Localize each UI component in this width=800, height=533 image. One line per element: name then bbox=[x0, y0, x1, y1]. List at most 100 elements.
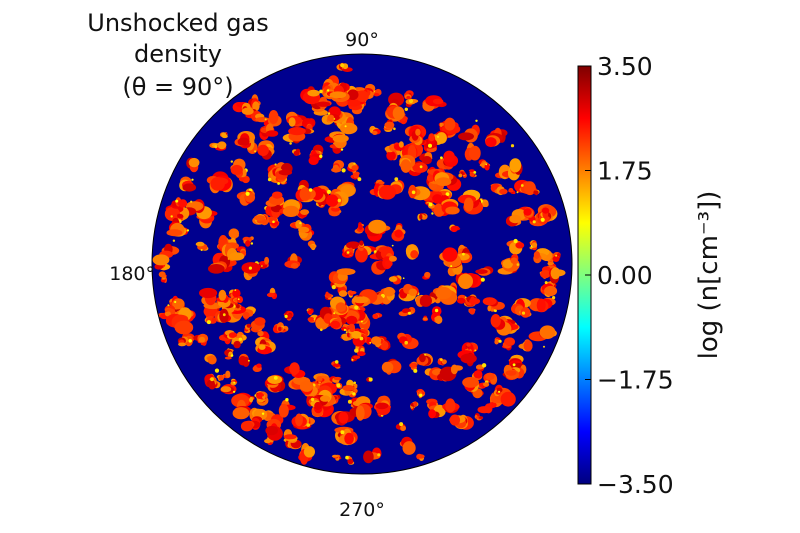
clump-blob bbox=[409, 362, 417, 368]
clump-speck bbox=[340, 63, 345, 68]
clump-speck bbox=[360, 320, 363, 323]
clump-blob bbox=[307, 310, 313, 315]
gas-clump bbox=[485, 127, 515, 148]
clump-speck bbox=[233, 390, 236, 393]
clump-blob bbox=[228, 228, 240, 239]
gas-clump bbox=[404, 90, 414, 100]
clump-blob bbox=[353, 355, 361, 360]
clump-speck bbox=[462, 252, 465, 256]
gas-clump bbox=[417, 213, 428, 221]
clump-speck bbox=[346, 251, 350, 254]
clump-blob bbox=[502, 259, 513, 269]
clump-blob bbox=[264, 256, 270, 265]
gas-clump bbox=[298, 223, 315, 241]
clump-blob bbox=[237, 137, 250, 146]
gas-clump bbox=[422, 271, 431, 280]
gas-clump bbox=[487, 305, 497, 313]
clump-blob bbox=[254, 215, 266, 221]
clump-blob bbox=[178, 342, 187, 347]
clump-speck bbox=[345, 331, 348, 334]
clump-blob bbox=[340, 122, 358, 135]
clump-blob bbox=[241, 107, 254, 115]
clump-blob bbox=[242, 356, 250, 367]
gas-clump bbox=[431, 306, 443, 324]
clump-speck bbox=[188, 339, 192, 343]
gas-clump bbox=[242, 236, 254, 247]
clump-blob bbox=[478, 416, 484, 419]
gas-clump bbox=[206, 377, 218, 390]
clump-blob bbox=[295, 148, 301, 154]
clump-blob bbox=[288, 117, 296, 127]
clump-speck bbox=[250, 242, 254, 245]
clump-blob bbox=[357, 351, 366, 357]
clump-blob bbox=[351, 165, 359, 171]
gas-clump bbox=[366, 377, 373, 382]
gas-clump bbox=[391, 223, 406, 242]
clump-blob bbox=[496, 387, 503, 393]
gas-clump bbox=[450, 364, 463, 375]
gas-clump bbox=[410, 401, 419, 411]
gas-clump bbox=[249, 394, 257, 403]
clump-speck bbox=[424, 353, 426, 356]
clump-blob bbox=[295, 413, 303, 427]
clump-blob bbox=[366, 338, 372, 345]
clump-blob bbox=[383, 286, 395, 297]
clump-blob bbox=[288, 127, 306, 136]
clump-blob bbox=[266, 292, 275, 298]
clump-blob bbox=[375, 402, 389, 410]
gas-clump bbox=[343, 323, 356, 334]
clump-blob bbox=[256, 363, 262, 368]
gas-clump bbox=[423, 133, 438, 153]
clump-blob bbox=[421, 156, 432, 165]
clump-blob bbox=[299, 187, 311, 202]
clump-speck bbox=[473, 171, 477, 174]
gas-clump bbox=[252, 363, 262, 373]
angle-label-top: 90° bbox=[345, 29, 379, 51]
gas-clump bbox=[547, 261, 555, 267]
clump-blob bbox=[355, 247, 368, 263]
chart-title-line-1: Unshocked gas bbox=[87, 9, 269, 37]
clump-blob bbox=[347, 99, 361, 107]
gas-clump bbox=[457, 294, 467, 304]
clump-blob bbox=[490, 314, 501, 328]
gas-clump bbox=[528, 325, 557, 348]
clump-blob bbox=[550, 267, 561, 280]
gas-clump bbox=[416, 388, 426, 399]
gas-clump bbox=[295, 179, 316, 203]
colorbar-tick-label: 3.50 bbox=[597, 52, 653, 81]
gas-clump bbox=[419, 151, 433, 165]
clump-speck bbox=[333, 118, 336, 120]
gas-clump bbox=[438, 122, 445, 128]
clump-speck bbox=[331, 285, 336, 290]
clump-speck bbox=[440, 156, 443, 160]
clump-blob bbox=[475, 269, 488, 274]
gas-clump bbox=[257, 140, 275, 160]
clump-blob bbox=[363, 450, 374, 464]
gas-clump bbox=[195, 241, 209, 251]
gas-clump bbox=[204, 314, 217, 325]
clump-speck bbox=[174, 300, 177, 304]
clump-speck bbox=[261, 265, 263, 267]
clump-speck bbox=[336, 383, 341, 388]
clump-speck bbox=[474, 349, 477, 352]
clump-speck bbox=[516, 191, 519, 194]
clump-blob bbox=[445, 398, 456, 413]
gas-clump bbox=[331, 411, 355, 426]
clump-blob bbox=[539, 325, 556, 340]
clump-blob bbox=[419, 353, 426, 363]
gas-clump bbox=[336, 62, 353, 72]
gas-clump bbox=[399, 436, 416, 455]
gas-clump bbox=[330, 296, 350, 316]
clump-speck bbox=[377, 453, 381, 457]
gas-clump bbox=[552, 252, 561, 262]
clump-speck bbox=[552, 296, 556, 300]
clump-blob bbox=[271, 191, 283, 199]
clump-blob bbox=[348, 323, 355, 330]
clump-blob bbox=[432, 194, 443, 204]
clump-speck bbox=[206, 320, 211, 325]
clump-blob bbox=[381, 361, 394, 373]
clump-blob bbox=[373, 93, 380, 97]
gas-clump bbox=[193, 333, 209, 346]
gas-clump bbox=[231, 331, 247, 349]
clump-blob bbox=[469, 145, 481, 161]
